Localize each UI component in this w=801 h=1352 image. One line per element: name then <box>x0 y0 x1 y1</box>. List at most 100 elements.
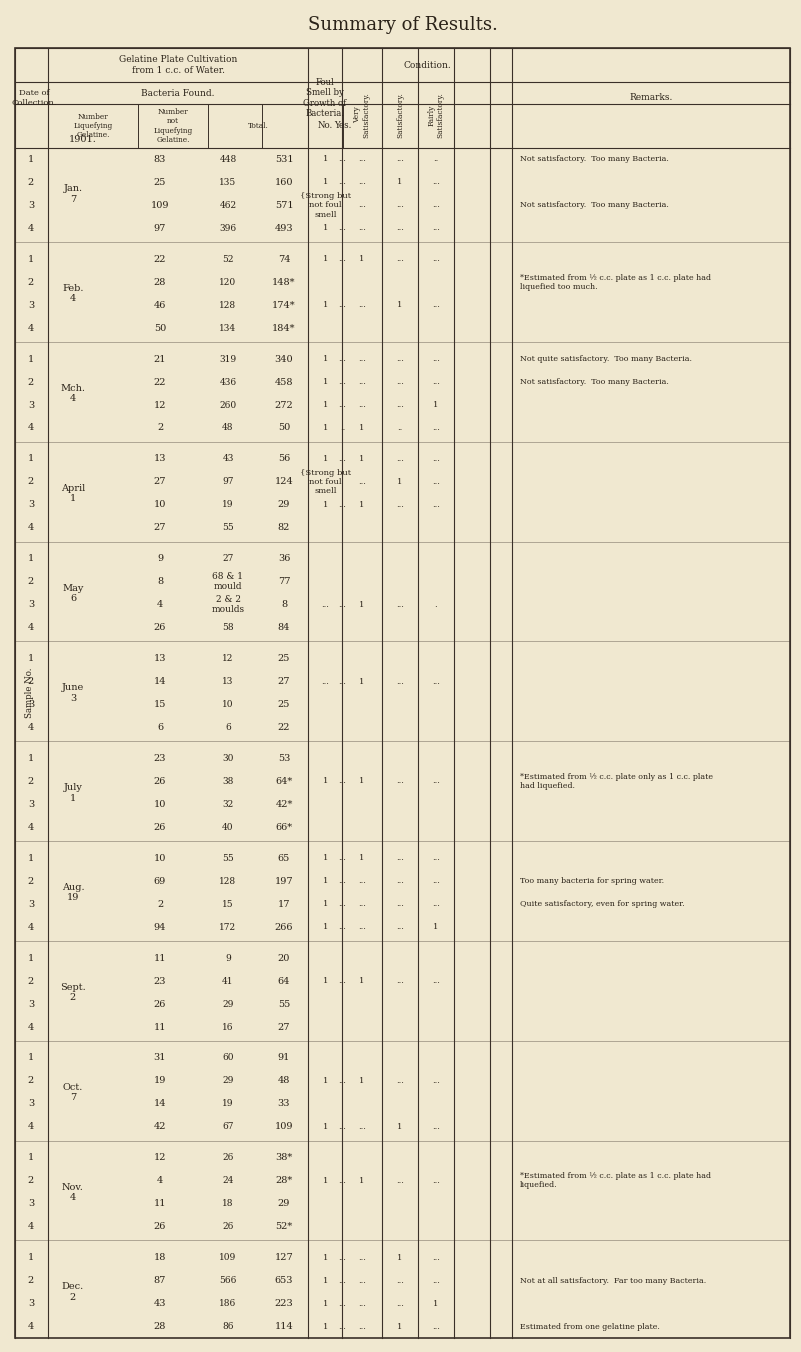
Text: 128: 128 <box>219 877 236 886</box>
Text: Oct.
7: Oct. 7 <box>62 1083 83 1102</box>
Text: 2: 2 <box>28 877 34 886</box>
Text: *Estimated from ½ c.c. plate as 1 c.c. plate had
liquefied.: *Estimated from ½ c.c. plate as 1 c.c. p… <box>520 1172 711 1190</box>
Text: 3: 3 <box>28 899 34 909</box>
Text: 69: 69 <box>154 877 166 886</box>
Text: ...: ... <box>396 224 404 233</box>
Text: 2: 2 <box>28 777 34 786</box>
Text: 1: 1 <box>323 379 328 387</box>
Text: 1: 1 <box>323 155 328 164</box>
Text: Bacteria Found.: Bacteria Found. <box>141 88 215 97</box>
Text: 1: 1 <box>323 178 328 187</box>
Text: 1: 1 <box>323 854 328 863</box>
Text: 6: 6 <box>157 723 163 731</box>
Text: Jan.
7: Jan. 7 <box>63 184 83 204</box>
Text: 148*: 148* <box>272 277 296 287</box>
Text: 58: 58 <box>222 623 234 633</box>
Text: 2: 2 <box>28 577 34 587</box>
Text: 1: 1 <box>397 178 403 187</box>
Text: 97: 97 <box>154 224 166 233</box>
Text: Satisfactory.: Satisfactory. <box>396 92 404 138</box>
Text: 27: 27 <box>154 523 167 533</box>
Text: 4: 4 <box>28 523 34 533</box>
Text: 2: 2 <box>157 899 163 909</box>
Text: 12: 12 <box>223 654 234 662</box>
Text: Foul
Smell by
Growth of
Bacteria.: Foul Smell by Growth of Bacteria. <box>304 78 347 118</box>
Text: Not quite satisfactory.  Too many Bacteria.: Not quite satisfactory. Too many Bacteri… <box>520 356 692 364</box>
Text: ...: ... <box>396 677 404 685</box>
Text: ...: ... <box>339 301 347 310</box>
Text: 3: 3 <box>28 500 34 510</box>
Text: 1: 1 <box>323 402 328 410</box>
Text: Estimated from one gelatine plate.: Estimated from one gelatine plate. <box>520 1322 660 1330</box>
Text: 64: 64 <box>278 976 290 986</box>
Text: 1: 1 <box>360 456 364 462</box>
Text: ...: ... <box>339 1299 347 1307</box>
Text: ..: .. <box>397 425 403 433</box>
Text: 1: 1 <box>323 977 328 986</box>
Text: 1: 1 <box>323 256 328 264</box>
Text: ...: ... <box>396 500 404 508</box>
Text: 3: 3 <box>28 999 34 1009</box>
Text: ...: ... <box>339 1078 347 1084</box>
Text: Number
not
Liquefying
Gelatine.: Number not Liquefying Gelatine. <box>153 108 192 143</box>
Text: 1: 1 <box>28 953 34 963</box>
Text: 120: 120 <box>219 277 236 287</box>
Text: ...: ... <box>432 256 440 264</box>
Text: ...: ... <box>432 1078 440 1084</box>
Text: ...: ... <box>432 1253 440 1261</box>
Text: 15: 15 <box>154 700 166 708</box>
Text: 3: 3 <box>28 1299 34 1309</box>
Text: 174*: 174* <box>272 300 296 310</box>
Text: 11: 11 <box>154 1199 167 1209</box>
Text: ...: ... <box>396 379 404 387</box>
Text: ...: ... <box>339 877 347 886</box>
Text: 27: 27 <box>154 477 167 487</box>
Text: 29: 29 <box>223 1076 234 1086</box>
Text: ...: ... <box>432 1322 440 1330</box>
Text: 1: 1 <box>323 500 328 508</box>
Text: 462: 462 <box>219 201 236 210</box>
Text: ...: ... <box>432 356 440 364</box>
Text: ...: ... <box>321 677 329 685</box>
Text: 1: 1 <box>323 923 328 932</box>
Text: 4: 4 <box>28 224 34 233</box>
Text: ...: ... <box>432 500 440 508</box>
Text: 2: 2 <box>28 178 34 187</box>
Text: ...: ... <box>396 854 404 863</box>
Text: ...: ... <box>396 1176 404 1184</box>
Text: 15: 15 <box>222 899 234 909</box>
Text: ...: ... <box>358 1276 366 1284</box>
Text: 184*: 184* <box>272 323 296 333</box>
Text: Mch.
4: Mch. 4 <box>61 384 86 403</box>
Text: 160: 160 <box>275 178 293 187</box>
Text: Very
Satisfactory.: Very Satisfactory. <box>353 92 371 138</box>
Text: 1901.: 1901. <box>69 135 97 145</box>
Text: 1: 1 <box>360 777 364 786</box>
Text: 1: 1 <box>28 354 34 364</box>
Text: 1: 1 <box>433 1299 439 1307</box>
Text: 33: 33 <box>278 1099 290 1109</box>
Text: 97: 97 <box>222 477 234 487</box>
Text: 77: 77 <box>278 577 290 587</box>
Text: Quite satisfactory, even for spring water.: Quite satisfactory, even for spring wate… <box>520 900 685 909</box>
Text: 1: 1 <box>28 554 34 564</box>
Text: 83: 83 <box>154 155 166 164</box>
Text: 16: 16 <box>222 1022 234 1032</box>
Text: 26: 26 <box>223 1153 234 1163</box>
Text: ...: ... <box>339 600 347 608</box>
Text: 23: 23 <box>154 976 167 986</box>
Text: 2: 2 <box>28 477 34 487</box>
Text: 1: 1 <box>323 900 328 909</box>
Text: 9: 9 <box>225 953 231 963</box>
Text: Remarks.: Remarks. <box>630 93 673 103</box>
Text: 1: 1 <box>360 677 364 685</box>
Text: 1: 1 <box>397 301 403 310</box>
Text: 26: 26 <box>223 1222 234 1232</box>
Text: 26: 26 <box>154 777 166 786</box>
Text: 458: 458 <box>275 377 293 387</box>
Text: ...: ... <box>432 677 440 685</box>
Text: 3: 3 <box>28 400 34 410</box>
Text: 74: 74 <box>278 254 290 264</box>
Text: ...: ... <box>339 1253 347 1261</box>
Text: ...: ... <box>358 923 366 932</box>
